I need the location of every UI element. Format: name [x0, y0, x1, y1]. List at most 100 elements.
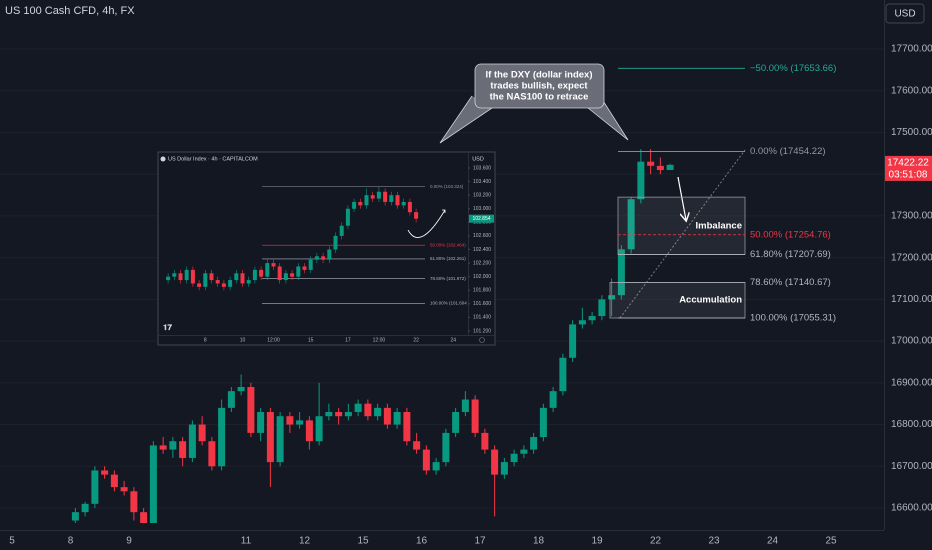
inset-axis: 101.200 101.400 101.600 101.800 102.000 102.2…	[204, 165, 494, 343]
fib-label: 61.80% (17207.69)	[750, 249, 831, 260]
candle-body	[383, 407, 391, 425]
inset-frame	[157, 151, 496, 346]
zone-label: Accumulation	[679, 295, 742, 306]
inset-y-tick-label: 102.000	[473, 274, 491, 280]
candle-body	[259, 269, 264, 277]
inset-y-tick-label: 102.600	[473, 233, 491, 239]
inset-x-tick-label: 22	[413, 337, 419, 343]
y-tick-label: 17700.00	[891, 44, 932, 55]
candle-body	[520, 449, 528, 454]
inset-y-tick-label: 103.400	[473, 179, 491, 185]
candle-body	[354, 403, 362, 413]
candle-body	[549, 391, 557, 408]
countdown-label: 03:51:08	[889, 170, 928, 181]
candle-body	[344, 412, 352, 417]
zone	[617, 196, 746, 255]
candle-body	[290, 273, 295, 277]
candle-body	[321, 256, 326, 260]
candle-body	[265, 263, 270, 277]
candle-body	[325, 412, 333, 417]
candle-body	[271, 263, 276, 267]
inset-y-tick-label: 102.200	[473, 260, 491, 266]
candle-body	[383, 191, 388, 202]
last-price-label: 17422.22	[887, 158, 929, 169]
candle-body	[208, 441, 216, 467]
inset-last-price-tag	[469, 214, 494, 223]
candle-body	[209, 273, 214, 281]
inset-x-tick-label: 10	[240, 337, 246, 343]
candle-body	[179, 441, 187, 458]
inset-y-tick-label: 101.800	[473, 288, 491, 294]
candle-body	[335, 412, 343, 417]
candle-body	[234, 273, 239, 281]
inset-chart: US Dollar Index · 4h · CAPITALCOM USD 10…	[157, 151, 496, 346]
candle-body	[647, 161, 655, 166]
inset-settings-icon	[479, 337, 485, 343]
y-tick-label: 17600.00	[891, 85, 932, 96]
candle-body	[237, 386, 245, 392]
inset-y-tick-label: 103.200	[473, 192, 491, 198]
candle-body	[578, 320, 586, 325]
inset-y-tick-label: 103.600	[473, 165, 491, 171]
candle-body	[296, 420, 304, 425]
candle-body	[110, 474, 118, 488]
fib-trend-line	[619, 149, 746, 319]
inset-plot: 0.00% (103.324) 50.00% (102.464) 61.80% (1…	[166, 184, 467, 306]
callout-box	[474, 63, 605, 109]
candle-body	[403, 412, 411, 442]
candle-body	[277, 266, 282, 281]
candle-body	[370, 195, 375, 199]
candle-body	[414, 212, 419, 219]
candle-body	[422, 449, 430, 471]
inset-x-tick-label: 24	[451, 337, 457, 343]
candle-body	[539, 407, 547, 438]
candle-body	[656, 165, 664, 171]
candle-body	[352, 201, 357, 209]
candle-body	[364, 195, 369, 206]
inset-currency: USD	[472, 156, 484, 162]
candle-body	[452, 412, 460, 433]
currency-button[interactable]	[885, 3, 925, 24]
candle-body	[130, 491, 138, 513]
candle-body	[598, 299, 606, 317]
candle-body	[240, 273, 245, 284]
x-tick-label: 11	[241, 536, 252, 547]
candle-body	[308, 259, 313, 270]
x-tick-label: 9	[126, 536, 132, 547]
currency-label: USD	[894, 9, 915, 20]
x-tick-label: 17	[474, 536, 486, 547]
candle-body	[395, 195, 400, 206]
candle-body	[166, 276, 171, 281]
y-tick-label: 17500.00	[891, 127, 932, 138]
candle-body	[184, 269, 189, 281]
candle-body	[393, 412, 401, 425]
candle-body	[91, 470, 99, 504]
y-tick-label: 16900.00	[891, 377, 932, 388]
x-tick-label: 8	[68, 536, 74, 547]
y-tick-label: 16600.00	[891, 503, 932, 514]
candle-body	[169, 441, 177, 450]
candle-body	[481, 432, 489, 450]
candle-body	[252, 269, 257, 281]
fib-label: 78.60% (17140.67)	[750, 277, 831, 288]
x-tick-label: 25	[825, 536, 837, 547]
candle-body	[461, 399, 469, 413]
candle-body	[314, 256, 319, 260]
candle-body	[364, 403, 372, 417]
candle-body	[296, 266, 301, 277]
inset-y-tick-label: 103.000	[473, 206, 491, 212]
candle-body	[266, 412, 274, 463]
candle-body	[188, 424, 196, 458]
candle-body	[227, 391, 235, 408]
x-tick-label: 16	[416, 536, 428, 547]
candle-body	[101, 470, 109, 475]
candle-body	[608, 295, 616, 300]
candle-body	[203, 273, 208, 287]
candle-body	[358, 201, 363, 206]
candle-body	[491, 449, 499, 475]
candle-body	[413, 441, 421, 450]
candle-body	[247, 386, 255, 433]
y-tick-label: 16800.00	[891, 419, 932, 430]
zone-label: Imbalance	[696, 220, 742, 231]
inset-annotations: 𝟏𝟕	[163, 209, 485, 343]
